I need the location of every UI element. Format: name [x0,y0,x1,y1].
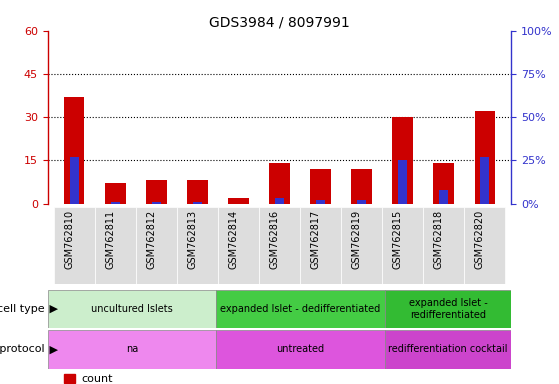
Text: ▶: ▶ [46,304,58,314]
Bar [310,169,331,204]
Text: cell type: cell type [0,304,45,314]
FancyBboxPatch shape [259,207,300,284]
Bar [269,163,290,204]
FancyBboxPatch shape [382,207,423,284]
Text: GSM762817: GSM762817 [311,210,320,269]
FancyBboxPatch shape [136,207,177,284]
Text: GSM762812: GSM762812 [146,210,157,269]
Bar [69,157,79,204]
FancyBboxPatch shape [423,207,465,284]
FancyBboxPatch shape [385,290,511,328]
Text: GSM762820: GSM762820 [475,210,485,269]
Text: GSM762815: GSM762815 [392,210,402,269]
FancyBboxPatch shape [216,330,385,369]
Text: GSM762816: GSM762816 [269,210,280,269]
Text: GSM762810: GSM762810 [64,210,74,269]
FancyBboxPatch shape [300,207,341,284]
Bar [357,200,366,204]
Bar [187,180,207,204]
Text: expanded Islet - dedifferentiated: expanded Islet - dedifferentiated [220,304,381,314]
Title: GDS3984 / 8097991: GDS3984 / 8097991 [209,16,350,30]
Text: GSM762819: GSM762819 [352,210,362,269]
FancyBboxPatch shape [341,207,382,284]
Text: ▶: ▶ [46,344,58,354]
Bar [105,184,126,204]
Bar [316,200,325,204]
Bar [146,180,167,204]
Text: uncultured Islets: uncultured Islets [91,304,173,314]
FancyBboxPatch shape [465,207,505,284]
Text: GSM762818: GSM762818 [434,210,444,269]
Bar [433,163,454,204]
FancyBboxPatch shape [48,290,216,328]
Text: GSM762811: GSM762811 [105,210,115,269]
Legend: count, percentile rank within the sample: count, percentile rank within the sample [64,374,269,384]
FancyBboxPatch shape [216,290,385,328]
Bar [111,202,120,204]
FancyBboxPatch shape [177,207,218,284]
Bar [439,190,448,204]
Text: redifferentiation cocktail: redifferentiation cocktail [389,344,508,354]
Text: growth protocol: growth protocol [0,344,45,354]
Text: untreated: untreated [277,344,325,354]
FancyBboxPatch shape [48,330,216,369]
Bar [151,202,161,204]
Bar [193,202,202,204]
FancyBboxPatch shape [385,330,511,369]
FancyBboxPatch shape [94,207,136,284]
Text: GSM762813: GSM762813 [187,210,197,269]
FancyBboxPatch shape [218,207,259,284]
Bar [475,111,495,204]
Bar [275,199,284,204]
Bar [64,97,84,204]
Bar [352,169,372,204]
Text: na: na [126,344,138,354]
FancyBboxPatch shape [54,207,94,284]
Text: GSM762814: GSM762814 [229,210,239,269]
Bar [392,117,413,204]
Bar [398,161,408,204]
Bar [480,157,490,204]
Bar [228,198,249,204]
Text: expanded Islet -
redifferentiated: expanded Islet - redifferentiated [409,298,487,320]
